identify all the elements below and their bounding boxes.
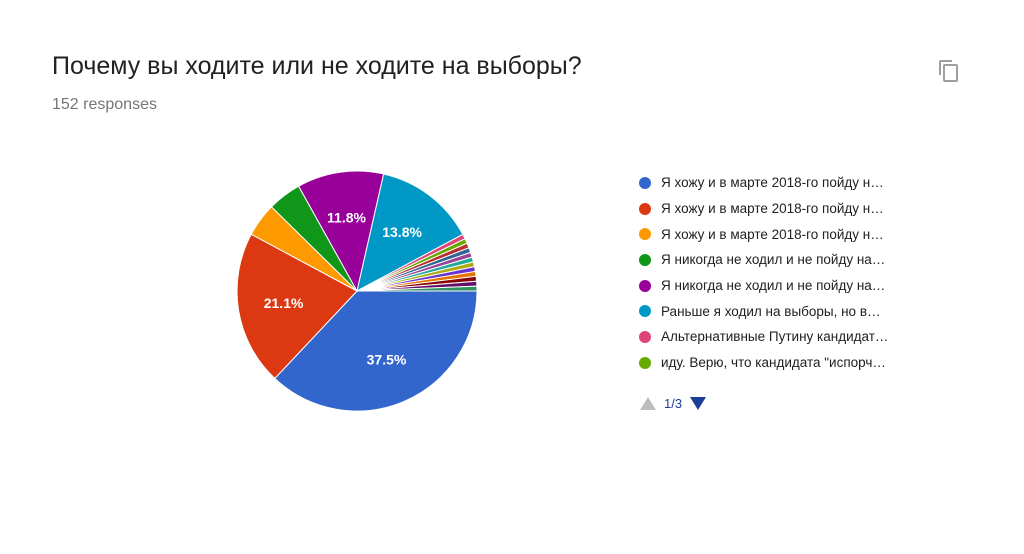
legend-label: Я хожу и в марте 2018-го пойду н…: [661, 201, 884, 217]
slice-label-2: 21.1%: [264, 295, 304, 311]
copy-icon: [939, 60, 958, 82]
next-page-arrow-icon[interactable]: [690, 397, 707, 410]
legend-label: Я хожу и в марте 2018-го пойду н…: [661, 175, 884, 191]
legend-dot-icon: [639, 228, 651, 241]
copy-chart-button[interactable]: [934, 54, 964, 84]
legend-item-3[interactable]: Я хожу и в марте 2018-го пойду н…: [639, 221, 959, 247]
legend-dot-icon: [639, 253, 651, 266]
legend-dot-icon: [639, 279, 651, 292]
pie-slice-5[interactable]: [297, 170, 385, 293]
legend-dot-icon: [639, 330, 651, 343]
pie-slice-6[interactable]: [356, 173, 464, 292]
legend-label: иду. Верю, что кандидата "испорч…: [661, 355, 886, 371]
legend-dot-icon: [639, 356, 651, 369]
slice-label-5: 11.8%: [327, 209, 366, 225]
legend-dot-icon: [639, 176, 651, 189]
legend-label: Я никогда не ходил и не пойду на…: [661, 278, 886, 294]
legend-item-6[interactable]: Раньше я ходил на выборы, но в…: [639, 298, 959, 324]
legend-item-7[interactable]: Альтернативные Путину кандидат…: [639, 324, 959, 350]
legend-pager: 1/3: [640, 396, 707, 411]
legend-dot-icon: [639, 305, 651, 318]
legend-label: Я никогда не ходил и не пойду на…: [661, 252, 886, 268]
pie-slice-1[interactable]: [274, 290, 478, 412]
legend-label: Альтернативные Путину кандидат…: [661, 329, 889, 345]
legend-dot-icon: [639, 202, 651, 215]
legend-label: Я хожу и в марте 2018-го пойду н…: [661, 226, 884, 242]
legend-item-2[interactable]: Я хожу и в марте 2018-го пойду н…: [639, 196, 959, 222]
page-title: Почему вы ходите или не ходите на выборы…: [52, 52, 582, 80]
chart-legend: Я хожу и в марте 2018-го пойду н… Я хожу …: [639, 170, 959, 376]
legend-item-4[interactable]: Я никогда не ходил и не пойду на…: [639, 247, 959, 273]
previous-page-arrow-icon[interactable]: [640, 397, 656, 410]
slice-label-1: 37.5%: [367, 351, 407, 367]
page-indicator: 1/3: [664, 396, 683, 411]
legend-label: Раньше я ходил на выборы, но в…: [661, 303, 881, 319]
legend-item-8[interactable]: иду. Верю, что кандидата "испорч…: [639, 350, 959, 376]
slice-label-6: 13.8%: [382, 224, 422, 240]
legend-item-5[interactable]: Я никогда не ходил и не пойду на…: [639, 273, 959, 299]
pie-slice-2[interactable]: [236, 233, 358, 380]
pie-slice-18[interactable]: [356, 285, 478, 292]
legend-item-1[interactable]: Я хожу и в марте 2018-го пойду н…: [639, 170, 959, 196]
response-count: 152 responses: [52, 96, 157, 113]
